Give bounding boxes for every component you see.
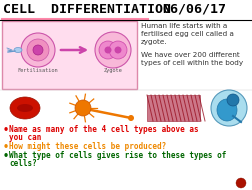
Text: How might these cells be produced?: How might these cells be produced? <box>9 142 166 151</box>
Circle shape <box>109 41 127 59</box>
Circle shape <box>94 32 131 68</box>
Text: Name as many of the 4 cell types above as: Name as many of the 4 cell types above a… <box>9 125 198 134</box>
Text: •: • <box>3 142 9 152</box>
Text: Fertilisation: Fertilisation <box>18 68 58 73</box>
Bar <box>146 95 199 121</box>
Ellipse shape <box>14 48 22 52</box>
Circle shape <box>226 94 238 106</box>
Circle shape <box>114 47 121 54</box>
Circle shape <box>21 33 55 67</box>
Circle shape <box>99 41 116 59</box>
Text: Human life starts with a
fertilised egg cell called a
zygote.: Human life starts with a fertilised egg … <box>140 23 233 45</box>
Text: CELL  DIFFERENTIATION: CELL DIFFERENTIATION <box>3 3 170 16</box>
Circle shape <box>75 100 91 116</box>
Bar <box>2 21 137 89</box>
Circle shape <box>104 47 111 54</box>
Circle shape <box>27 39 49 61</box>
Circle shape <box>235 178 245 188</box>
Circle shape <box>210 90 246 126</box>
Text: •: • <box>3 151 9 161</box>
Text: What type of cells gives rise to these types of: What type of cells gives rise to these t… <box>9 151 226 160</box>
Text: •: • <box>3 125 9 135</box>
Circle shape <box>128 115 134 121</box>
Circle shape <box>33 45 43 55</box>
Text: 06/06/17: 06/06/17 <box>161 3 225 16</box>
Text: We have over 200 different
types of cell within the body: We have over 200 different types of cell… <box>140 52 242 66</box>
Text: Zygote: Zygote <box>103 68 122 73</box>
Text: cells?: cells? <box>9 159 37 168</box>
Ellipse shape <box>216 99 236 121</box>
Ellipse shape <box>17 104 33 112</box>
Ellipse shape <box>10 97 40 119</box>
Text: you can: you can <box>9 133 41 142</box>
